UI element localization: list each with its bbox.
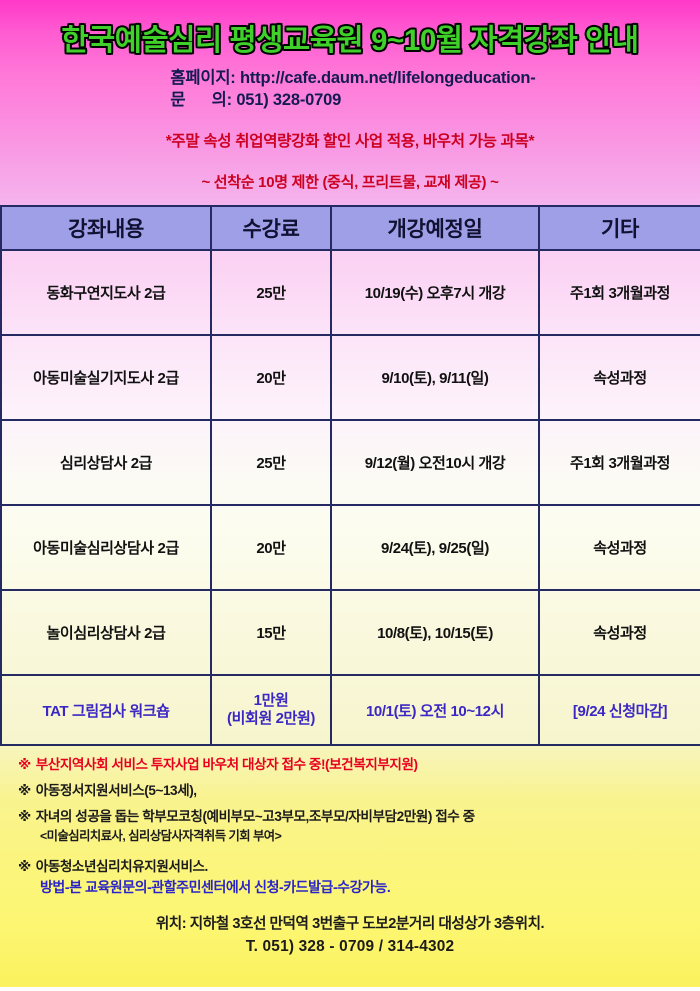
cell-course-name: 놀이심리상담사 2급 bbox=[0, 589, 212, 676]
cell-fee: 25만 bbox=[210, 419, 332, 506]
cell-course-name: TAT 그림검사 워크숍 bbox=[0, 674, 212, 746]
cell-fee: 1만원 (비회원 2만원) bbox=[210, 674, 332, 746]
column-header-course-name: 강좌내용 bbox=[0, 205, 212, 251]
note-subtext: <미술심리치료사, 심리상담사자격취득 기회 부여> bbox=[40, 828, 282, 843]
table-row: 동화구연지도사 2급 25만 10/19(수) 오후7시 개강 주1회 3개월과… bbox=[0, 249, 700, 336]
cell-fee-main: 1만원 bbox=[253, 691, 289, 709]
cell-fee: 20만 bbox=[210, 504, 332, 591]
cell-start-date: 10/1(토) 오전 10~12시 bbox=[330, 674, 540, 746]
table-row-workshop: TAT 그림검사 워크숍 1만원 (비회원 2만원) 10/1(토) 오전 10… bbox=[0, 674, 700, 746]
location-text: 위치: 지하철 3호선 만덕역 3번출구 도보2분거리 대성상가 3층위치. bbox=[155, 916, 545, 933]
cell-etc: 속성과정 bbox=[538, 589, 700, 676]
cell-etc: 속성과정 bbox=[538, 334, 700, 421]
cell-start-date: 9/10(토), 9/11(일) bbox=[330, 334, 540, 421]
reference-mark-icon: ※ bbox=[18, 757, 31, 772]
promo-notice: *주말 속성 취업역량강화 할인 사업 적용, 바우처 가능 과목* bbox=[165, 133, 535, 151]
reference-mark-icon: ※ bbox=[18, 859, 31, 875]
cell-fee: 20만 bbox=[210, 334, 332, 421]
enrollment-limit-notice: ~ 선착순 10명 제한 (중식, 프리트물, 교재 제공) ~ bbox=[201, 174, 499, 192]
notes-section: ※ 부산지역사회 서비스 투자사업 바우처 대상자 접수 중!(보건복지부지원) … bbox=[0, 746, 700, 987]
cell-etc: 속성과정 bbox=[538, 504, 700, 591]
poster-header: 한국예술심리 평생교육원 9~10월 자격강좌 안내 홈페이지: http://… bbox=[0, 0, 700, 205]
location-block: 위치: 지하철 3호선 만덕역 3번출구 도보2분거리 대성상가 3층위치. T… bbox=[0, 912, 700, 956]
table-row: 놀이심리상담사 2급 15만 10/8(토), 10/15(토) 속성과정 bbox=[0, 589, 700, 676]
cell-etc: 주1회 3개월과정 bbox=[538, 249, 700, 336]
column-header-fee: 수강료 bbox=[210, 205, 332, 251]
note-item: ※ 아동청소년심리치유지원서비스. 방법-본 교육원문의-관할주민센터에서 신청-… bbox=[0, 858, 700, 896]
cell-fee: 25만 bbox=[210, 249, 332, 336]
cell-fee-nonmember: (비회원 2만원) bbox=[227, 710, 315, 727]
cell-course-name: 동화구연지도사 2급 bbox=[0, 249, 212, 336]
column-header-start-date: 개강예정일 bbox=[330, 205, 540, 251]
cell-start-date: 9/24(토), 9/25(일) bbox=[330, 504, 540, 591]
contact-block: 홈페이지: http://cafe.daum.net/lifelongeduca… bbox=[170, 67, 535, 113]
table-body: 동화구연지도사 2급 25만 10/19(수) 오후7시 개강 주1회 3개월과… bbox=[0, 249, 700, 746]
course-table: 강좌내용 수강료 개강예정일 기타 동화구연지도사 2급 25만 10/19(수… bbox=[0, 205, 700, 746]
reference-mark-icon: ※ bbox=[18, 782, 31, 798]
cell-start-date: 10/19(수) 오후7시 개강 bbox=[330, 249, 540, 336]
note-text: 자녀의 성공을 돕는 학부모코칭(예비부모~고3부모,조부모/자비부담2만원) … bbox=[35, 808, 475, 824]
cell-etc: [9/24 신청마감] bbox=[538, 674, 700, 746]
table-row: 아동미술심리상담사 2급 20만 9/24(토), 9/25(일) 속성과정 bbox=[0, 504, 700, 591]
page-title: 한국예술심리 평생교육원 9~10월 자격강좌 안내 bbox=[60, 24, 641, 57]
table-row: 심리상담사 2급 25만 9/12(월) 오전10시 개강 주1회 3개월과정 bbox=[0, 419, 700, 506]
inquiry-phone[interactable]: 문 의: 051) 328-0709 bbox=[170, 91, 342, 110]
note-text: 아동청소년심리치유지원서비스. bbox=[35, 859, 209, 875]
note-text: 아동정서지원서비스(5~13세), bbox=[35, 782, 197, 798]
homepage-link[interactable]: 홈페이지: http://cafe.daum.net/lifelongeduca… bbox=[170, 68, 536, 87]
cell-course-name: 아동미술실기지도사 2급 bbox=[0, 334, 212, 421]
column-header-etc: 기타 bbox=[538, 205, 700, 251]
cell-etc: 주1회 3개월과정 bbox=[538, 419, 700, 506]
note-item: ※ 아동정서지원서비스(5~13세), bbox=[0, 782, 700, 800]
table-header-row: 강좌내용 수강료 개강예정일 기타 bbox=[0, 205, 700, 251]
note-subtext: 방법-본 교육원문의-관할주민센터에서 신청-카드발급-수강가능. bbox=[40, 878, 391, 895]
cell-course-name: 아동미술심리상담사 2급 bbox=[0, 504, 212, 591]
cell-start-date: 9/12(월) 오전10시 개강 bbox=[330, 419, 540, 506]
table-row: 아동미술실기지도사 2급 20만 9/10(토), 9/11(일) 속성과정 bbox=[0, 334, 700, 421]
note-item: ※ 부산지역사회 서비스 투자사업 바우처 대상자 접수 중!(보건복지부지원) bbox=[0, 756, 700, 774]
reference-mark-icon: ※ bbox=[18, 808, 31, 824]
cell-fee: 15만 bbox=[210, 589, 332, 676]
cell-start-date: 10/8(토), 10/15(토) bbox=[330, 589, 540, 676]
cell-course-name: 심리상담사 2급 bbox=[0, 419, 212, 506]
note-item: ※ 자녀의 성공을 돕는 학부모코칭(예비부모~고3부모,조부모/자비부담2만원)… bbox=[0, 808, 700, 844]
telephone-text[interactable]: T. 051) 328 - 0709 / 314-4302 bbox=[245, 938, 455, 956]
note-text: 부산지역사회 서비스 투자사업 바우처 대상자 접수 중!(보건복지부지원) bbox=[35, 757, 418, 772]
